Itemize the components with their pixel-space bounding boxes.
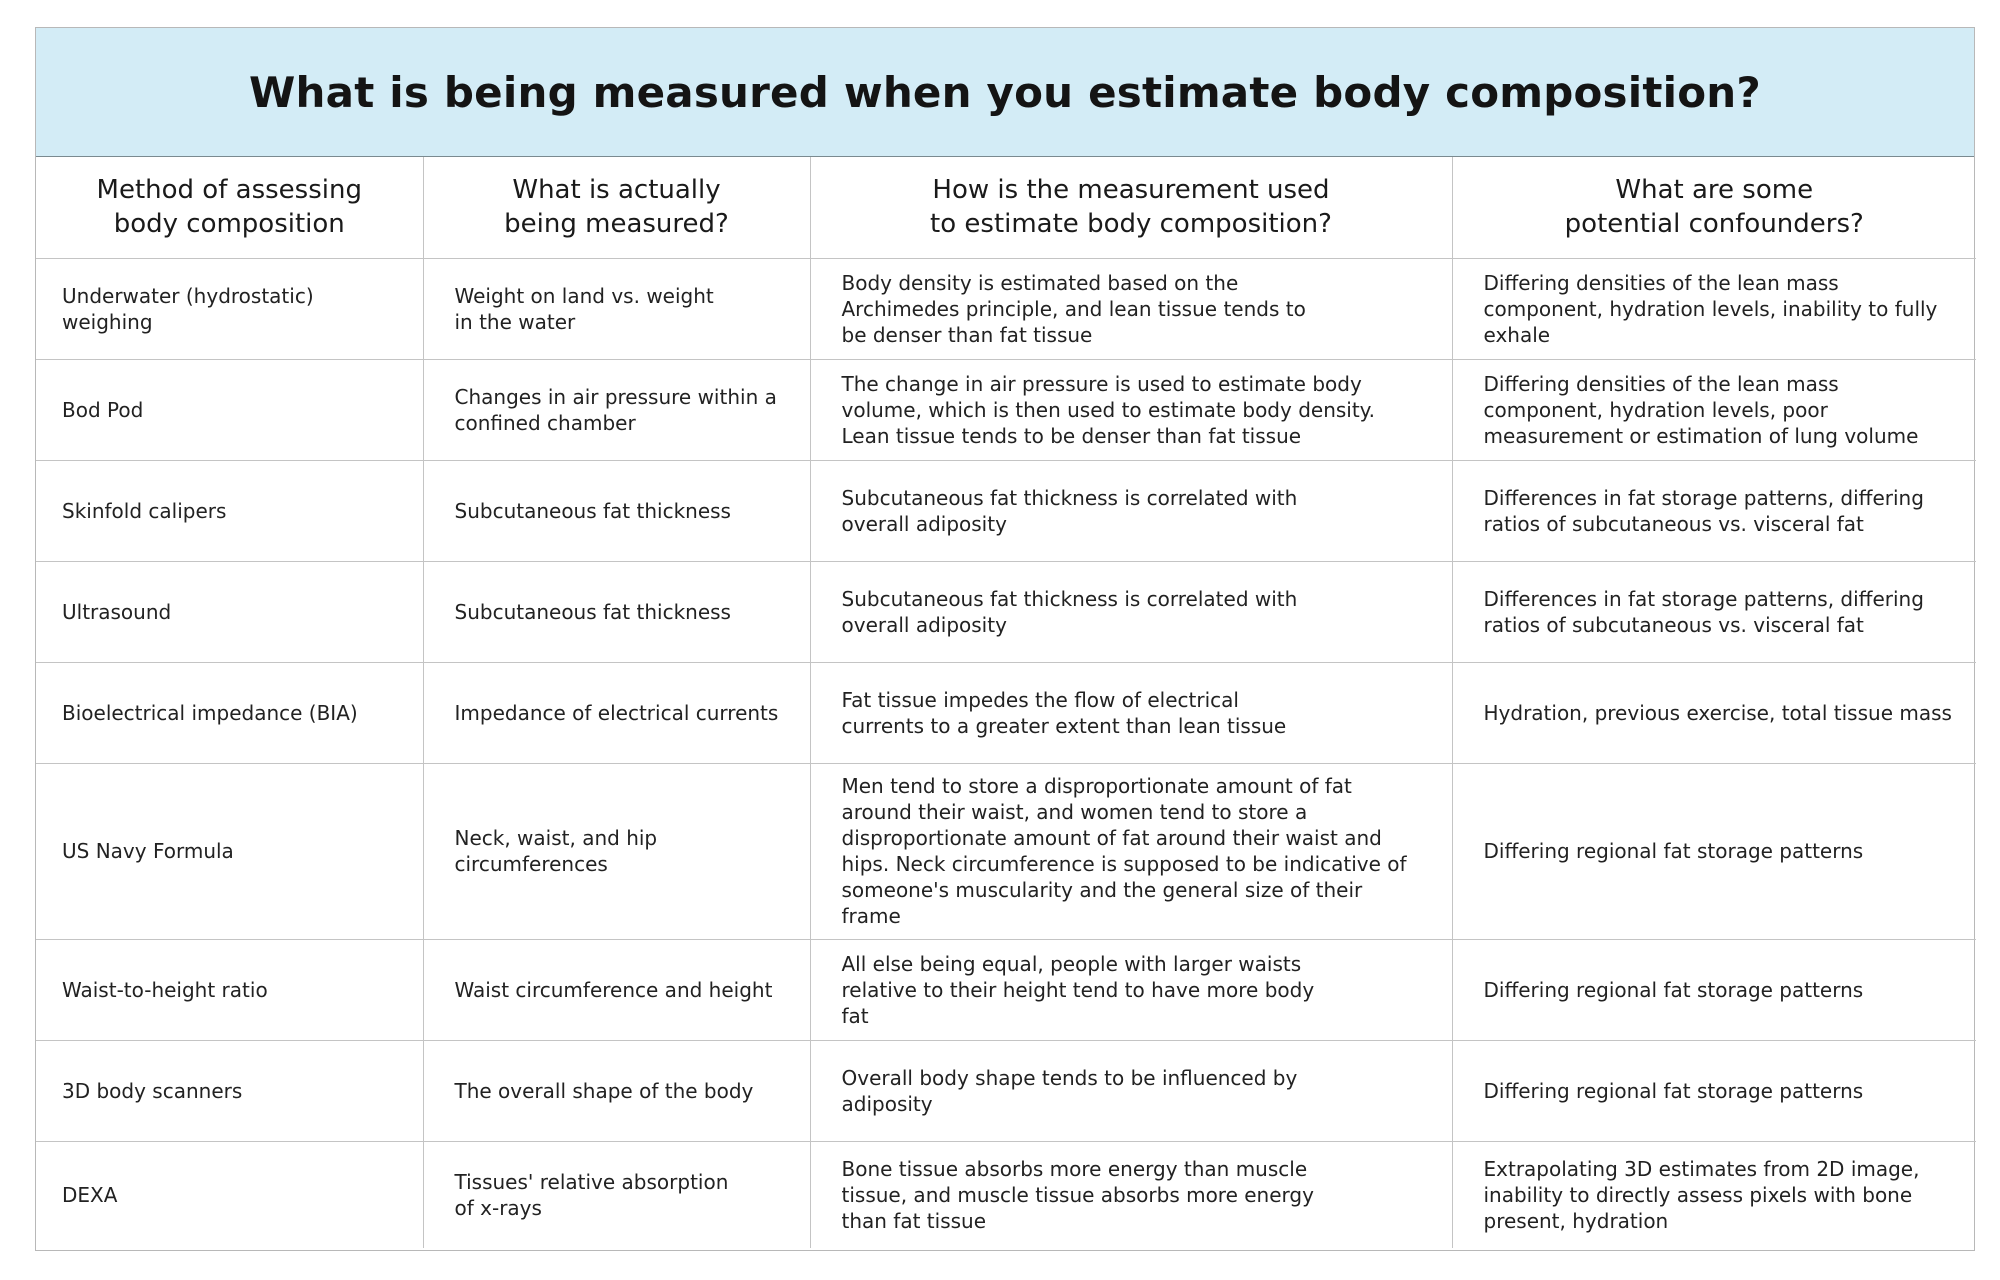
method-cell: US Navy Formula — [36, 763, 424, 940]
measured-cell: Subcutaneous fat thickness — [423, 561, 811, 663]
table-row: US Navy Formula Neck, waist, and hip cir… — [36, 763, 1976, 940]
used-cell: Subcutaneous fat thickness is correlated… — [810, 460, 1453, 562]
table-title: What is being measured when you estimate… — [249, 67, 1761, 117]
title-banner: What is being measured when you estimate… — [36, 28, 1974, 157]
confounders-cell: Differences in fat storage patterns, dif… — [1452, 561, 1976, 663]
measured-cell: Weight on land vs. weight in the water — [423, 258, 811, 360]
method-cell: Underwater (hydrostatic) weighing — [36, 258, 424, 360]
table-row: 3D body scanners The overall shape of th… — [36, 1040, 1976, 1142]
used-cell: Fat tissue impedes the flow of electrica… — [810, 662, 1453, 764]
table-row: Ultrasound Subcutaneous fat thickness Su… — [36, 561, 1976, 663]
header-measured: What is actually being measured? — [423, 157, 811, 259]
confounders-cell: Differing densities of the lean mass com… — [1452, 359, 1976, 461]
table-row: DEXA Tissues' relative absorption of x-r… — [36, 1141, 1976, 1248]
used-cell: Subcutaneous fat thickness is correlated… — [810, 561, 1453, 663]
measured-cell: Neck, waist, and hip circumferences — [423, 763, 811, 940]
body-composition-table: Method of assessing body composition Wha… — [36, 157, 1976, 1248]
measured-cell: Waist circumference and height — [423, 939, 811, 1041]
comparison-table-frame: What is being measured when you estimate… — [35, 27, 1976, 1251]
confounders-cell: Differing regional fat storage patterns — [1452, 1040, 1976, 1142]
table-row: Skinfold calipers Subcutaneous fat thick… — [36, 460, 1976, 562]
method-cell: DEXA — [36, 1141, 424, 1248]
table-row: Bioelectrical impedance (BIA) Impedance … — [36, 662, 1976, 764]
method-cell: Bod Pod — [36, 359, 424, 461]
method-cell: Skinfold calipers — [36, 460, 424, 562]
confounders-cell: Differences in fat storage patterns, dif… — [1452, 460, 1976, 562]
confounders-cell: Extrapolating 3D estimates from 2D image… — [1483, 1156, 1920, 1233]
method-cell: 3D body scanners — [36, 1040, 424, 1142]
method-cell: Bioelectrical impedance (BIA) — [36, 662, 424, 764]
measured-cell: Impedance of electrical currents — [423, 662, 811, 764]
used-cell: Bone tissue absorbs more energy than mus… — [810, 1141, 1453, 1248]
confounders-cell: Differing regional fat storage patterns — [1452, 763, 1976, 940]
used-cell: All else being equal, people with larger… — [810, 939, 1453, 1041]
table-row: Waist-to-height ratio Waist circumferenc… — [36, 939, 1976, 1041]
measured-cell: Changes in air pressure within a confine… — [423, 359, 811, 461]
header-method: Method of assessing body composition — [36, 157, 424, 259]
table-row: Bod Pod Changes in air pressure within a… — [36, 359, 1976, 461]
header-row: Method of assessing body composition Wha… — [36, 157, 1976, 259]
confounders-cell: Hydration, previous exercise, total tiss… — [1452, 662, 1976, 764]
measured-cell: The overall shape of the body — [423, 1040, 811, 1142]
used-cell: The change in air pressure is used to es… — [810, 359, 1453, 461]
used-cell: Body density is estimated based on the A… — [810, 258, 1453, 360]
used-cell: Men tend to store a disproportionate amo… — [810, 763, 1453, 940]
table-row: Underwater (hydrostatic) weighing Weight… — [36, 258, 1976, 360]
confounders-cell: Differing regional fat storage patterns — [1452, 939, 1976, 1041]
header-confounders: What are some potential confounders? — [1452, 157, 1976, 259]
confounders-cell: Differing densities of the lean mass com… — [1452, 258, 1976, 360]
method-cell: Waist-to-height ratio — [36, 939, 424, 1041]
measured-cell: Tissues' relative absorption of x-rays — [423, 1141, 811, 1248]
header-used: How is the measurement used to estimate … — [810, 157, 1453, 259]
method-cell: Ultrasound — [36, 561, 424, 663]
measured-cell: Subcutaneous fat thickness — [423, 460, 811, 562]
used-cell: Overall body shape tends to be influence… — [810, 1040, 1453, 1142]
